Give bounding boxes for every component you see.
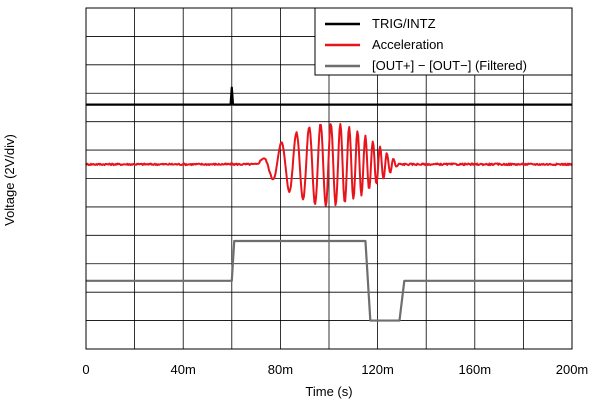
x-tick-label: 160m bbox=[459, 362, 492, 377]
x-tick-label: 200m bbox=[556, 362, 589, 377]
x-tick-label: 80m bbox=[268, 362, 293, 377]
legend-label: [OUT+] − [OUT−] (Filtered) bbox=[372, 58, 527, 73]
x-tick-label: 40m bbox=[171, 362, 196, 377]
legend-label: Acceleration bbox=[372, 37, 444, 52]
x-axis-label: Time (s) bbox=[305, 384, 352, 399]
legend-label: TRIG/INTZ bbox=[372, 16, 436, 31]
x-tick-label: 0 bbox=[82, 362, 89, 377]
legend: TRIG/INTZ Acceleration [OUT+] − [OUT−] (Fi… bbox=[315, 8, 572, 75]
x-axis-ticks: 0 40m 80m 120m 160m 200m bbox=[82, 362, 588, 377]
y-axis-label: Voltage (2V/div) bbox=[2, 134, 17, 226]
x-tick-label: 120m bbox=[361, 362, 394, 377]
